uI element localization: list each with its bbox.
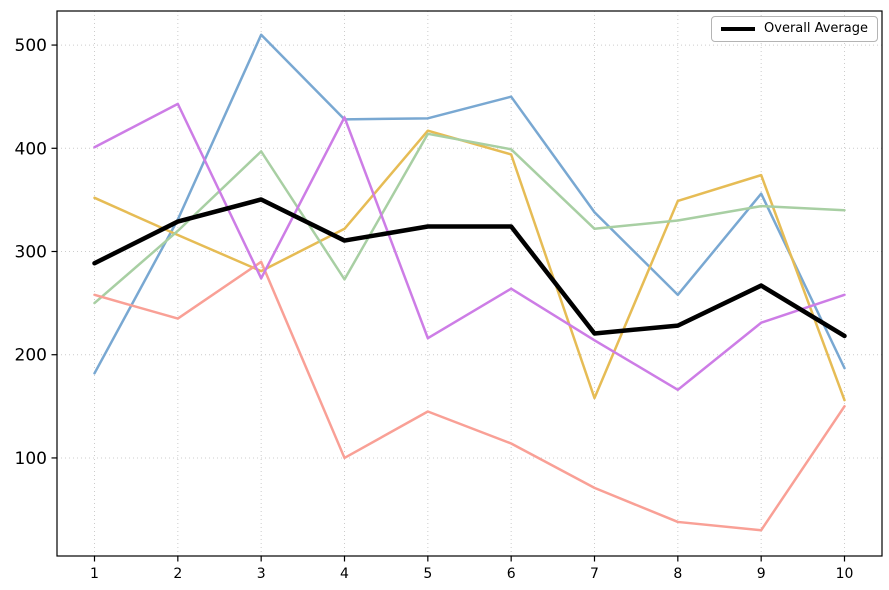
y-tick-label: 100 (15, 449, 47, 469)
series-purple-line (93, 102, 846, 392)
x-tick-label: 9 (757, 566, 766, 582)
x-tick-label: 2 (173, 566, 182, 582)
y-tick-label: 200 (15, 346, 47, 366)
series-blue-line (93, 33, 846, 375)
series-salmon-line (93, 260, 846, 532)
legend-line-sample (721, 27, 756, 32)
legend: Overall Average (711, 16, 878, 43)
overall-average-line (92, 197, 847, 339)
y-tick-label: 400 (15, 139, 47, 159)
series-orange-line (93, 129, 846, 402)
series-green-line (93, 132, 846, 305)
x-tick-label: 3 (257, 566, 266, 582)
y-tick-label: 500 (15, 36, 47, 56)
x-tick-label: 4 (340, 566, 349, 582)
x-tick-label: 8 (673, 566, 682, 582)
x-tick-label: 1 (90, 566, 99, 582)
y-tick-label: 300 (15, 243, 47, 263)
x-tick-label: 7 (590, 566, 599, 582)
plot-border (56, 10, 883, 557)
x-tick-label: 10 (836, 566, 854, 582)
legend-label: Overall Average (764, 21, 868, 36)
x-tick-label: 5 (423, 566, 432, 582)
x-tick-label: 6 (507, 566, 516, 582)
